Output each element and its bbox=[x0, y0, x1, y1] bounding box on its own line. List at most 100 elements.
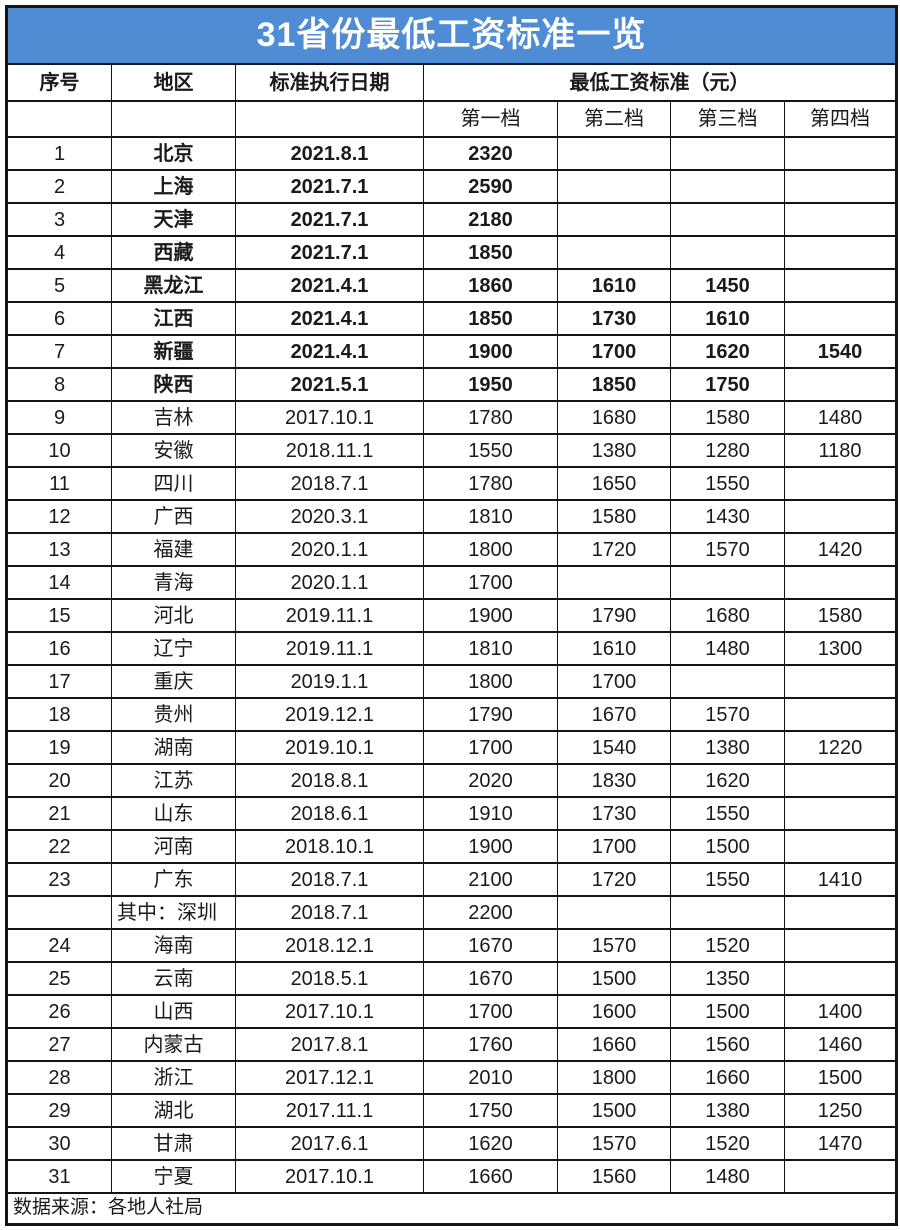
table-row: 17 重庆 2019.1.1 1800 1700 bbox=[6, 664, 898, 699]
cell-tier3 bbox=[670, 565, 785, 600]
cell-tier3: 1560 bbox=[670, 1027, 785, 1062]
header-spacer-cell bbox=[235, 100, 424, 138]
cell-tier2: 1800 bbox=[557, 1060, 671, 1095]
cell-no: 13 bbox=[6, 532, 112, 567]
cell-tier3 bbox=[670, 136, 785, 171]
cell-tier4 bbox=[783, 202, 898, 237]
cell-region: 四川 bbox=[111, 466, 236, 501]
cell-date: 2019.10.1 bbox=[235, 730, 424, 765]
cell-date: 2018.12.1 bbox=[235, 928, 424, 963]
cell-date: 2020.3.1 bbox=[235, 499, 424, 534]
cell-no: 20 bbox=[6, 763, 112, 798]
cell-region: 贵州 bbox=[111, 697, 236, 732]
table-row: 15 河北 2019.11.1 1900 1790 1680 1580 bbox=[6, 598, 898, 633]
cell-tier1: 2100 bbox=[423, 862, 558, 897]
cell-region: 河南 bbox=[111, 829, 236, 864]
cell-tier1: 1950 bbox=[423, 367, 558, 402]
cell-no: 12 bbox=[6, 499, 112, 534]
cell-tier3: 1520 bbox=[670, 928, 785, 963]
cell-date: 2018.7.1 bbox=[235, 466, 424, 501]
tier-header-2: 第二档 bbox=[557, 100, 671, 138]
cell-date: 2021.7.1 bbox=[235, 202, 424, 237]
cell-date: 2021.4.1 bbox=[235, 301, 424, 336]
col-header-date: 标准执行日期 bbox=[235, 63, 424, 102]
cell-tier4 bbox=[783, 1159, 898, 1194]
data-source-note: 数据来源：各地人社局 bbox=[5, 1192, 898, 1226]
cell-tier4 bbox=[783, 499, 898, 534]
cell-date: 2021.4.1 bbox=[235, 268, 424, 303]
cell-date: 2020.1.1 bbox=[235, 565, 424, 600]
cell-tier2: 1650 bbox=[557, 466, 671, 501]
cell-tier2: 1700 bbox=[557, 334, 671, 369]
cell-date: 2019.1.1 bbox=[235, 664, 424, 699]
table-row: 26 山西 2017.10.1 1700 1600 1500 1400 bbox=[6, 994, 898, 1029]
cell-region: 其中：深圳 bbox=[111, 895, 236, 930]
cell-no: 18 bbox=[6, 697, 112, 732]
cell-tier2: 1850 bbox=[557, 367, 671, 402]
cell-tier3: 1610 bbox=[670, 301, 785, 336]
cell-region: 内蒙古 bbox=[111, 1027, 236, 1062]
cell-tier1: 1810 bbox=[423, 499, 558, 534]
cell-tier1: 1900 bbox=[423, 829, 558, 864]
cell-tier2: 1610 bbox=[557, 631, 671, 666]
cell-tier4 bbox=[783, 301, 898, 336]
cell-region: 青海 bbox=[111, 565, 236, 600]
cell-tier1: 1910 bbox=[423, 796, 558, 831]
col-header-region: 地区 bbox=[111, 63, 236, 102]
cell-tier3: 1660 bbox=[670, 1060, 785, 1095]
cell-tier3: 1500 bbox=[670, 829, 785, 864]
table-row: 16 辽宁 2019.11.1 1810 1610 1480 1300 bbox=[6, 631, 898, 666]
table-row: 28 浙江 2017.12.1 2010 1800 1660 1500 bbox=[6, 1060, 898, 1095]
title-row: 31省份最低工资标准一览 bbox=[5, 5, 898, 65]
cell-region: 福建 bbox=[111, 532, 236, 567]
cell-no: 4 bbox=[6, 235, 112, 270]
cell-tier2: 1720 bbox=[557, 862, 671, 897]
table-row: 20 江苏 2018.8.1 2020 1830 1620 bbox=[6, 763, 898, 798]
cell-tier3: 1450 bbox=[670, 268, 785, 303]
cell-region: 西藏 bbox=[111, 235, 236, 270]
cell-no: 21 bbox=[6, 796, 112, 831]
cell-date: 2019.11.1 bbox=[235, 598, 424, 633]
cell-no: 29 bbox=[6, 1093, 112, 1128]
cell-tier4 bbox=[783, 268, 898, 303]
cell-tier4: 1580 bbox=[783, 598, 898, 633]
cell-date: 2017.10.1 bbox=[235, 400, 424, 435]
cell-tier2: 1500 bbox=[557, 961, 671, 996]
cell-date: 2017.11.1 bbox=[235, 1093, 424, 1128]
cell-tier4: 1220 bbox=[783, 730, 898, 765]
cell-tier3: 1500 bbox=[670, 994, 785, 1029]
cell-date: 2018.7.1 bbox=[235, 895, 424, 930]
cell-tier2: 1500 bbox=[557, 1093, 671, 1128]
cell-tier1: 1780 bbox=[423, 466, 558, 501]
cell-tier4: 1250 bbox=[783, 1093, 898, 1128]
cell-no: 17 bbox=[6, 664, 112, 699]
cell-tier4: 1410 bbox=[783, 862, 898, 897]
cell-no: 31 bbox=[6, 1159, 112, 1194]
cell-tier2: 1680 bbox=[557, 400, 671, 435]
cell-tier4 bbox=[783, 928, 898, 963]
table-row: 8 陕西 2021.5.1 1950 1850 1750 bbox=[6, 367, 898, 402]
cell-date: 2018.5.1 bbox=[235, 961, 424, 996]
cell-tier4 bbox=[783, 961, 898, 996]
cell-no: 2 bbox=[6, 169, 112, 204]
table-row: 18 贵州 2019.12.1 1790 1670 1570 bbox=[6, 697, 898, 732]
cell-region: 云南 bbox=[111, 961, 236, 996]
cell-region: 江苏 bbox=[111, 763, 236, 798]
cell-date: 2017.8.1 bbox=[235, 1027, 424, 1062]
cell-no: 25 bbox=[6, 961, 112, 996]
cell-tier3: 1280 bbox=[670, 433, 785, 468]
cell-tier4 bbox=[783, 466, 898, 501]
page-title: 31省份最低工资标准一览 bbox=[5, 5, 898, 65]
table-row: 22 河南 2018.10.1 1900 1700 1500 bbox=[6, 829, 898, 864]
cell-no: 9 bbox=[6, 400, 112, 435]
cell-date: 2021.7.1 bbox=[235, 235, 424, 270]
table-row: 9 吉林 2017.10.1 1780 1680 1580 1480 bbox=[6, 400, 898, 435]
cell-tier4 bbox=[783, 895, 898, 930]
cell-tier1: 2180 bbox=[423, 202, 558, 237]
header-row: 序号 地区 标准执行日期 最低工资标准（元） bbox=[6, 63, 898, 102]
cell-no: 30 bbox=[6, 1126, 112, 1161]
cell-tier2: 1570 bbox=[557, 928, 671, 963]
cell-date: 2018.6.1 bbox=[235, 796, 424, 831]
cell-tier2 bbox=[557, 169, 671, 204]
cell-date: 2018.7.1 bbox=[235, 862, 424, 897]
